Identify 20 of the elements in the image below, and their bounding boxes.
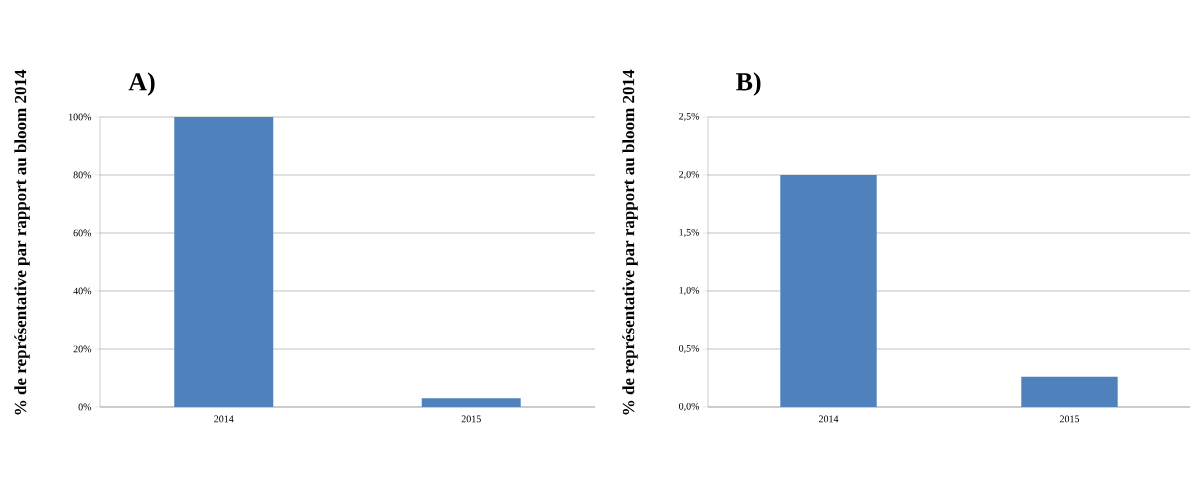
y-axis-title: % de représentative par rapport au bloom 2014 <box>14 69 30 415</box>
y-tick-label: 0,5% <box>679 344 700 354</box>
y-tick-label: 0,0% <box>679 402 700 412</box>
y-tick-label: 40% <box>73 287 92 295</box>
y-tick-label: 60% <box>73 229 92 237</box>
y-tick-label: 0% <box>78 403 92 411</box>
y-tick-label: 1,0% <box>679 286 700 296</box>
y-axis-title: % de représentative par rapport au bloom 2014 <box>622 69 638 415</box>
x-tick-label: 2015 <box>1059 415 1080 423</box>
y-tick-label: 1,5% <box>679 228 700 238</box>
y-tick-label: 100% <box>69 113 92 121</box>
chart-title: A) <box>128 72 155 96</box>
chart-title: B) <box>736 72 761 96</box>
y-tick-label: 80% <box>73 171 92 179</box>
x-tick-label: 2015 <box>461 415 481 423</box>
y-tick-label: 2,0% <box>679 170 700 180</box>
y-tick-label: 2,5% <box>679 112 700 122</box>
y-tick-label: 20% <box>73 345 92 353</box>
x-tick-label: 2014 <box>818 415 839 423</box>
x-tick-label: 2014 <box>214 415 234 423</box>
